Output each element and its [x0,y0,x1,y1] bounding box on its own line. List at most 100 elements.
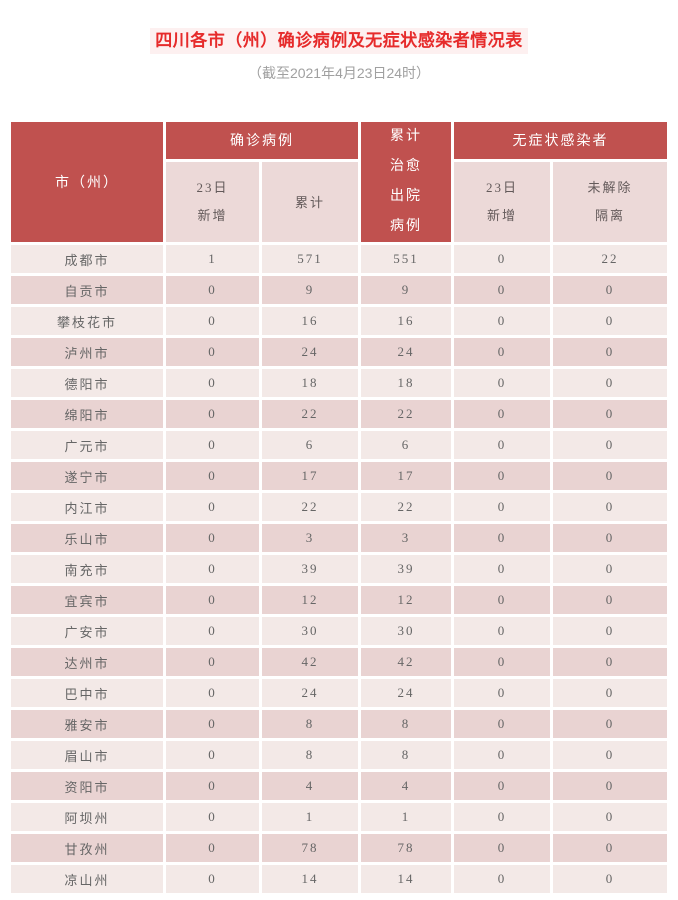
asymptomatic-new-cell: 0 [454,803,550,831]
confirmed-new-cell: 0 [166,710,259,738]
city-cell: 阿坝州 [11,803,163,831]
asymptomatic-remaining-cell: 0 [553,462,667,490]
asymptomatic-new-cell: 0 [454,710,550,738]
asymptomatic-remaining-cell: 0 [553,555,667,583]
cured-discharged-cell: 8 [361,710,451,738]
asymptomatic-remaining-cell: 0 [553,431,667,459]
asymptomatic-new-cell: 0 [454,586,550,614]
table-row: 广安市 0 30 30 0 0 [11,617,667,645]
page-subtitle: （截至2021年4月23日24时） [247,65,431,81]
table-row: 广元市 0 6 6 0 0 [11,431,667,459]
confirmed-new-cell: 0 [166,555,259,583]
confirmed-new-cell: 1 [166,245,259,273]
cured-discharged-cell: 78 [361,834,451,862]
confirmed-total-cell: 17 [262,462,358,490]
confirmed-total-cell: 571 [262,245,358,273]
asymptomatic-new-cell: 0 [454,431,550,459]
table-row: 自贡市 0 9 9 0 0 [11,276,667,304]
cured-discharged-cell: 30 [361,617,451,645]
confirmed-total-cell: 14 [262,865,358,893]
city-cell: 遂宁市 [11,462,163,490]
asymptomatic-remaining-cell: 0 [553,369,667,397]
table-row: 攀枝花市 0 16 16 0 0 [11,307,667,335]
header-asymptomatic-remaining: 未解除 隔离 [553,161,667,242]
table-row: 雅安市 0 8 8 0 0 [11,710,667,738]
confirmed-total-cell: 16 [262,307,358,335]
city-cell: 泸州市 [11,338,163,366]
asymptomatic-new-cell: 0 [454,462,550,490]
cured-discharged-cell: 12 [361,586,451,614]
header-sub-row: 23日 新增 累计 23日 新增 未解除 隔离 [11,161,667,242]
city-cell: 凉山州 [11,865,163,893]
asymptomatic-new-cell: 0 [454,617,550,645]
confirmed-total-cell: 22 [262,493,358,521]
city-cell: 南充市 [11,555,163,583]
title-row: 四川各市（州）确诊病例及无症状感染者情况表 [8,28,670,54]
confirmed-new-cell: 0 [166,679,259,707]
confirmed-total-cell: 12 [262,586,358,614]
asymptomatic-new-cell: 0 [454,772,550,800]
confirmed-total-cell: 9 [262,276,358,304]
city-cell: 眉山市 [11,741,163,769]
confirmed-new-cell: 0 [166,834,259,862]
asymptomatic-new-cell: 0 [454,276,550,304]
cured-discharged-cell: 18 [361,369,451,397]
city-cell: 宜宾市 [11,586,163,614]
asymptomatic-remaining-cell: 22 [553,245,667,273]
cured-discharged-cell: 42 [361,648,451,676]
confirmed-total-cell: 22 [262,400,358,428]
asymptomatic-new-cell: 0 [454,338,550,366]
header-asymptomatic-group: 无症状感染者 [454,122,667,159]
cured-discharged-cell: 14 [361,865,451,893]
table-row: 达州市 0 42 42 0 0 [11,648,667,676]
asymptomatic-remaining-cell: 0 [553,803,667,831]
asymptomatic-new-cell: 0 [454,524,550,552]
city-cell: 达州市 [11,648,163,676]
confirmed-total-cell: 24 [262,338,358,366]
confirmed-new-cell: 0 [166,524,259,552]
asymptomatic-new-cell: 0 [454,741,550,769]
asymptomatic-new-cell: 0 [454,307,550,335]
asymptomatic-new-cell: 0 [454,555,550,583]
confirmed-new-cell: 0 [166,369,259,397]
confirmed-new-cell: 0 [166,741,259,769]
header-confirmed-total: 累计 [262,161,358,242]
header-confirmed-new: 23日 新增 [166,161,259,242]
table-row: 成都市 1 571 551 0 22 [11,245,667,273]
table-body: 成都市 1 571 551 0 22 自贡市 0 9 9 0 0 攀枝花市 0 16 16 0 0 泸州市 0 24 24… [11,245,667,893]
confirmed-total-cell: 18 [262,369,358,397]
cured-discharged-cell: 24 [361,338,451,366]
city-cell: 成都市 [11,245,163,273]
confirmed-total-cell: 1 [262,803,358,831]
confirmed-total-cell: 78 [262,834,358,862]
table-row: 泸州市 0 24 24 0 0 [11,338,667,366]
asymptomatic-remaining-cell: 0 [553,307,667,335]
asymptomatic-remaining-cell: 0 [553,648,667,676]
confirmed-new-cell: 0 [166,772,259,800]
confirmed-new-cell: 0 [166,648,259,676]
asymptomatic-new-cell: 0 [454,369,550,397]
table-row: 南充市 0 39 39 0 0 [11,555,667,583]
city-cell: 内江市 [11,493,163,521]
page-title: 四川各市（州）确诊病例及无症状感染者情况表 [150,28,528,54]
asymptomatic-new-cell: 0 [454,834,550,862]
table-row: 绵阳市 0 22 22 0 0 [11,400,667,428]
confirmed-new-cell: 0 [166,431,259,459]
city-cell: 广元市 [11,431,163,459]
table-row: 甘孜州 0 78 78 0 0 [11,834,667,862]
confirmed-new-cell: 0 [166,617,259,645]
cured-discharged-cell: 22 [361,400,451,428]
header-confirmed-group: 确诊病例 [166,122,358,159]
asymptomatic-remaining-cell: 0 [553,617,667,645]
cured-discharged-cell: 16 [361,307,451,335]
confirmed-new-cell: 0 [166,400,259,428]
asymptomatic-remaining-cell: 0 [553,586,667,614]
asymptomatic-remaining-cell: 0 [553,276,667,304]
confirmed-total-cell: 30 [262,617,358,645]
city-cell: 雅安市 [11,710,163,738]
confirmed-total-cell: 6 [262,431,358,459]
cured-discharged-cell: 4 [361,772,451,800]
confirmed-new-cell: 0 [166,803,259,831]
city-cell: 乐山市 [11,524,163,552]
